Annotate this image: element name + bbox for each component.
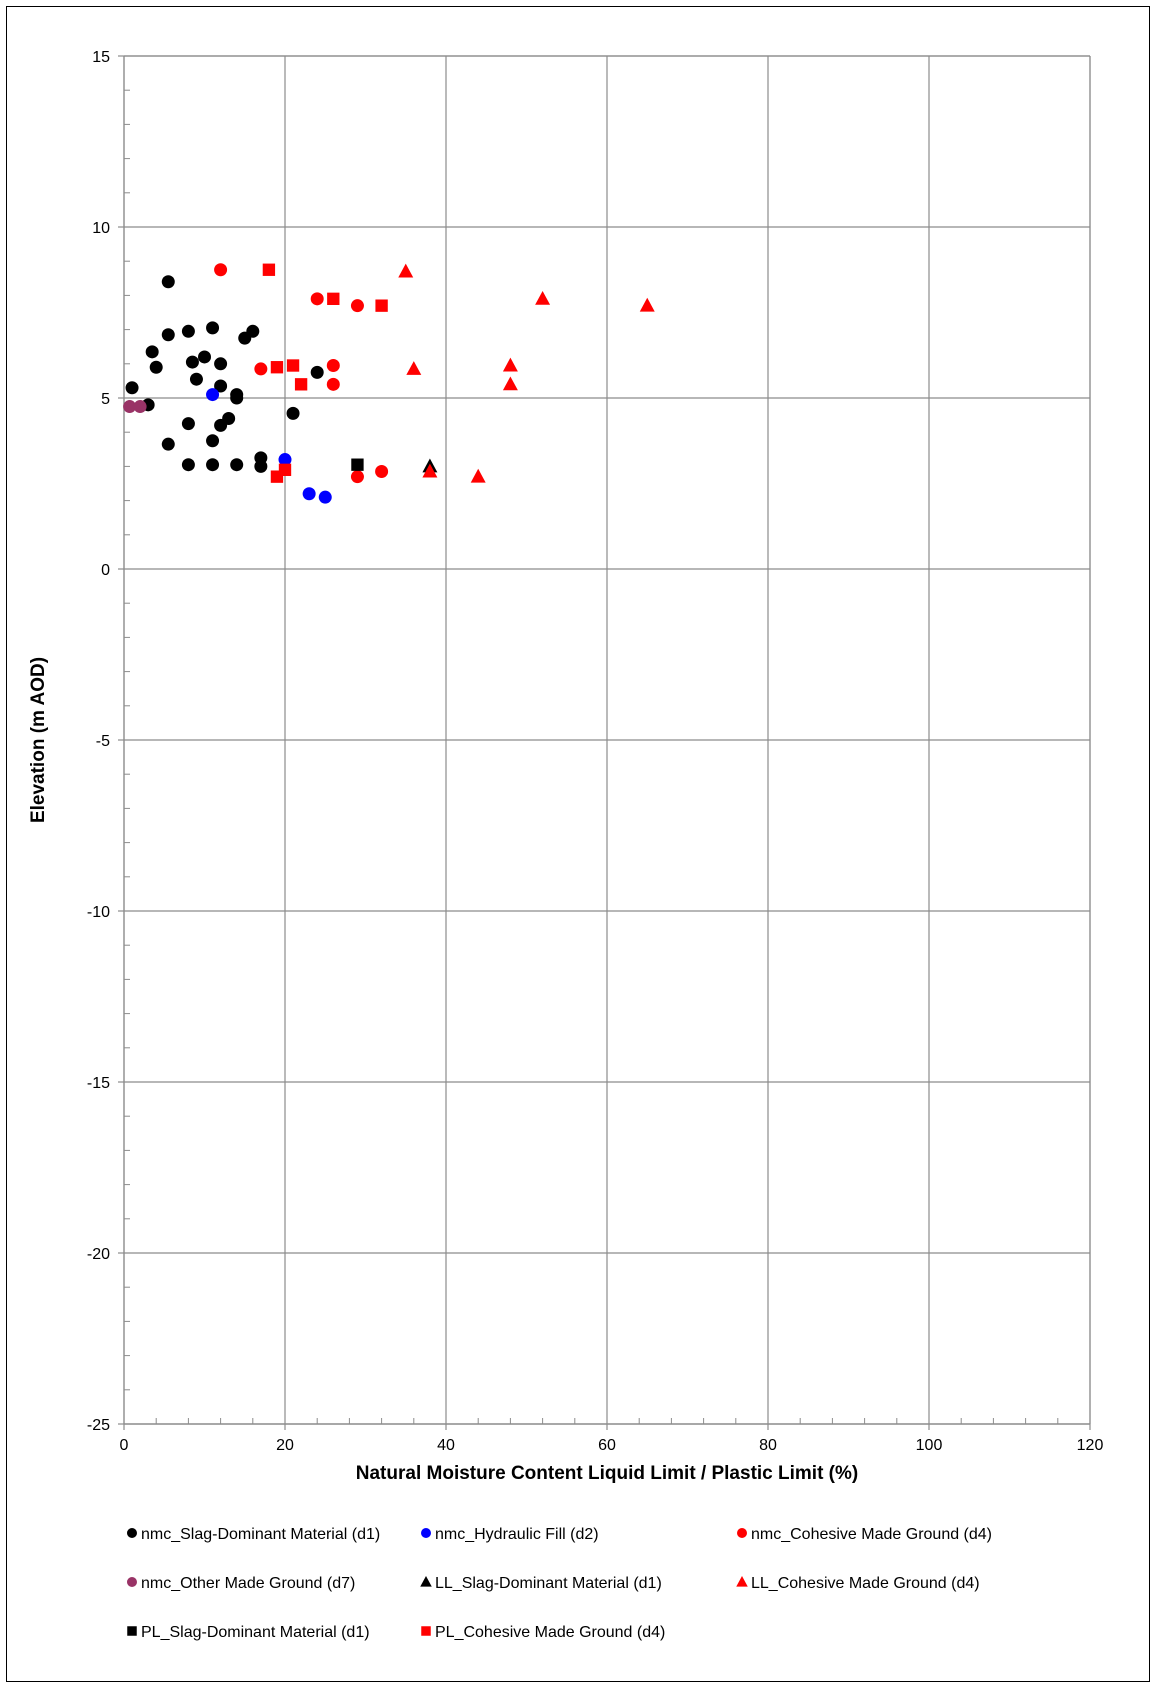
y-axis-title: Elevation (m AOD) [28, 657, 49, 823]
legend-label-5: LL_Cohesive Made Ground (d4) [751, 1575, 980, 1592]
series-7-point [375, 299, 388, 312]
y-tick-label: 0 [101, 562, 110, 579]
series-2-point [326, 377, 340, 391]
series-5-point [422, 463, 438, 478]
series-0-point [125, 381, 139, 395]
x-tick-label: 60 [598, 1437, 616, 1454]
series-3-point [123, 400, 137, 414]
series-0-point [214, 418, 228, 432]
series-0-point [181, 458, 195, 472]
legend-label-4: LL_Slag-Dominant Material (d1) [435, 1575, 662, 1592]
legend-marker-0 [127, 1528, 137, 1538]
series-7-point [278, 463, 292, 476]
series-6-point [351, 458, 364, 471]
series-5-point [470, 468, 486, 483]
series-0-point [214, 357, 228, 371]
series-5-point [502, 357, 518, 372]
series-0-point [286, 406, 300, 420]
series-1-point [278, 453, 292, 467]
chart-frame [6, 6, 1150, 1682]
series-0-point [161, 328, 175, 342]
series-0-point [214, 379, 228, 393]
legend-marker-1 [421, 1528, 431, 1538]
series-0-point [149, 360, 163, 374]
series-0-point [189, 372, 203, 386]
legend-marker-5 [736, 1575, 748, 1587]
series-0-point [310, 365, 324, 379]
series-7-point [294, 378, 308, 391]
series-7-point [286, 359, 300, 372]
series-0-point [206, 321, 220, 335]
series-0-point [246, 324, 260, 338]
legend-marker-7 [421, 1626, 431, 1636]
x-tick-label: 80 [759, 1437, 777, 1454]
legend-marker-3 [127, 1577, 137, 1587]
series-7-point [327, 292, 340, 305]
series-2-point [375, 465, 389, 479]
series-2-point [214, 263, 228, 277]
series-1-point [318, 490, 332, 504]
x-tick-label: 0 [120, 1437, 129, 1454]
series-7-point [270, 361, 284, 374]
series-0-point [254, 459, 268, 473]
series-5-point [406, 361, 422, 375]
legend-label-3: nmc_Other Made Ground (d7) [141, 1575, 355, 1592]
y-tick-label: -15 [87, 1075, 110, 1092]
y-tick-label: -25 [87, 1417, 110, 1434]
series-5-point [639, 297, 655, 312]
series-0-point [206, 458, 220, 472]
legend-label-6: PL_Slag-Dominant Material (d1) [141, 1624, 370, 1641]
y-tick-label: 10 [92, 220, 110, 237]
series-5-point [502, 376, 518, 391]
legend-label-0: nmc_Slag-Dominant Material (d1) [141, 1526, 380, 1543]
y-tick-label: -10 [87, 904, 110, 921]
x-axis-title: Natural Moisture Content Liquid Limit / … [356, 1463, 858, 1484]
x-tick-label: 120 [1077, 1437, 1104, 1454]
y-tick-label: -20 [87, 1246, 110, 1263]
series-1-point [302, 487, 316, 501]
gridlines [124, 55, 1091, 1424]
y-tick-label: -5 [96, 733, 110, 750]
series-0-point [161, 437, 175, 451]
series-0-point [230, 458, 244, 472]
legend-label-1: nmc_Hydraulic Fill (d2) [435, 1526, 599, 1543]
series-2-point [350, 470, 364, 484]
y-tick-label: 5 [101, 391, 110, 408]
legend-label-2: nmc_Cohesive Made Ground (d4) [751, 1526, 992, 1543]
series-0-point [181, 417, 195, 431]
series-0-point [185, 355, 199, 369]
legend-marker-2 [737, 1528, 747, 1538]
y-tick-label: 15 [92, 49, 110, 66]
series-0-point [198, 350, 211, 364]
series-5-point [535, 290, 551, 305]
series-7-point [262, 263, 276, 276]
axes: -25 -20 -15 -10 -5 0 5 10 15 0 20 40 60 80 100 120 [87, 49, 1104, 1454]
series-2-point [310, 292, 324, 306]
x-tick-label: 100 [916, 1437, 943, 1454]
series-2-point [254, 362, 268, 376]
legend: nmc_Slag-Dominant Material (d1) nmc_Hydra… [127, 1526, 992, 1641]
series-0-point [145, 345, 159, 359]
series-0-point [206, 434, 220, 448]
series-0-point [181, 324, 195, 338]
legend-marker-6 [127, 1626, 137, 1636]
series-0-point [161, 275, 175, 289]
data-points [123, 263, 655, 504]
x-tick-label: 20 [276, 1437, 294, 1454]
series-2-point [326, 359, 340, 373]
legend-label-7: PL_Cohesive Made Ground (d4) [435, 1624, 665, 1641]
series-3-point [133, 400, 147, 414]
series-1-point [206, 388, 220, 402]
series-2-point [350, 299, 364, 313]
series-0-point [230, 391, 244, 405]
legend-marker-4 [420, 1575, 432, 1587]
series-5-point [398, 263, 414, 278]
x-tick-label: 40 [437, 1437, 455, 1454]
